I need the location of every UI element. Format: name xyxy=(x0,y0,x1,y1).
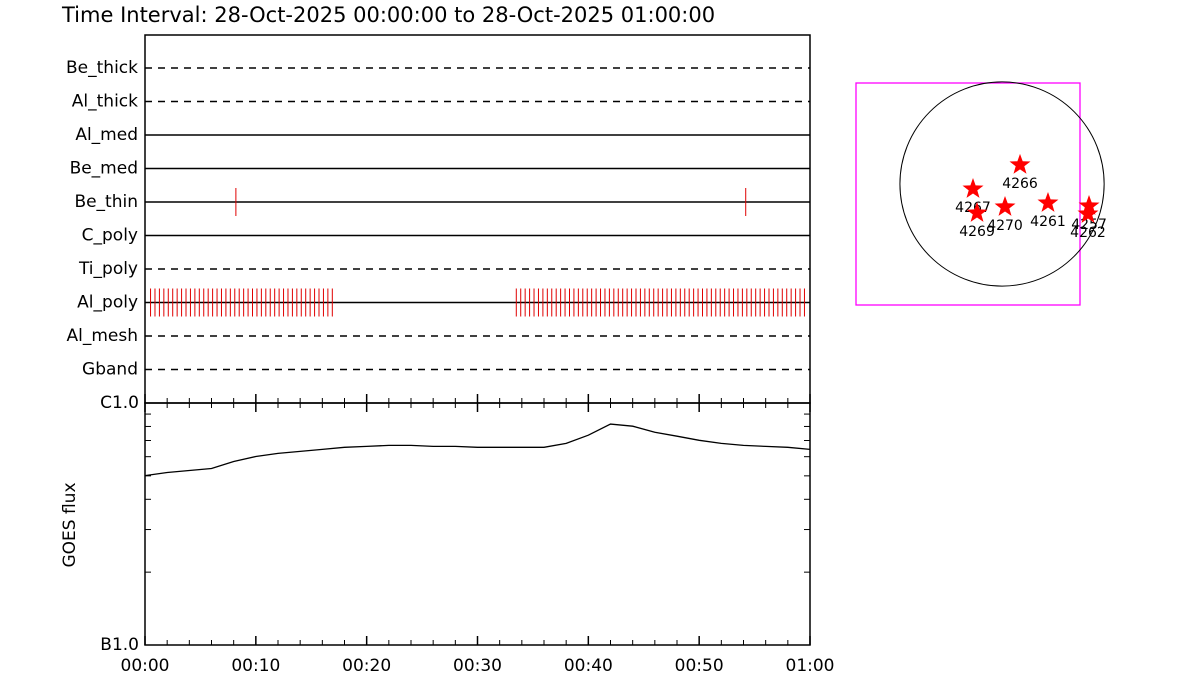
goes-frame xyxy=(144,402,811,646)
region-label: 4257 xyxy=(1071,217,1107,233)
x-tick-label: 00:10 xyxy=(231,656,280,676)
timeline-frame xyxy=(144,34,811,404)
x-tick-label: 00:40 xyxy=(564,656,613,676)
filter-label: Be_med xyxy=(70,159,138,179)
x-tick-label: 00:30 xyxy=(453,656,502,676)
y-tick-label: B1.0 xyxy=(100,635,139,655)
active-region xyxy=(962,178,984,198)
filter-label: Al_mesh xyxy=(66,326,138,346)
filter-label: Ti_poly xyxy=(78,259,138,279)
goes-line xyxy=(144,423,811,477)
chart-title: Time Interval: 28-Oct-2025 00:00:00 to 2… xyxy=(61,3,715,27)
active-region xyxy=(1037,192,1059,212)
region-label: 4262 xyxy=(1070,225,1106,241)
region-label: 4270 xyxy=(987,218,1023,234)
x-tick-label: 00:20 xyxy=(342,656,391,676)
active-region xyxy=(1078,195,1100,215)
filter-label: Be_thick xyxy=(66,58,138,78)
active-region xyxy=(994,196,1016,216)
x-tick-label: 00:00 xyxy=(121,656,170,676)
filter-label: Al_med xyxy=(75,125,138,145)
active-region xyxy=(966,202,988,222)
fov-frame xyxy=(855,82,1081,306)
active-region xyxy=(1077,203,1099,223)
filter-label: Gband xyxy=(82,360,138,380)
filter-label: Be_thin xyxy=(74,192,138,212)
filter-label: C_poly xyxy=(82,226,138,246)
x-tick-label: 00:50 xyxy=(675,656,724,676)
solar-disk xyxy=(899,81,1105,287)
x-tick-label: 01:00 xyxy=(786,656,835,676)
region-label: 4269 xyxy=(959,224,995,240)
y-axis-label: GOES flux xyxy=(60,482,80,567)
region-label: 4266 xyxy=(1002,176,1038,192)
filter-label: Al_thick xyxy=(72,92,138,112)
filter-label: Al_poly xyxy=(77,293,138,313)
active-region xyxy=(1009,153,1031,174)
y-tick-label: C1.0 xyxy=(100,393,139,413)
region-label: 4261 xyxy=(1030,214,1066,230)
